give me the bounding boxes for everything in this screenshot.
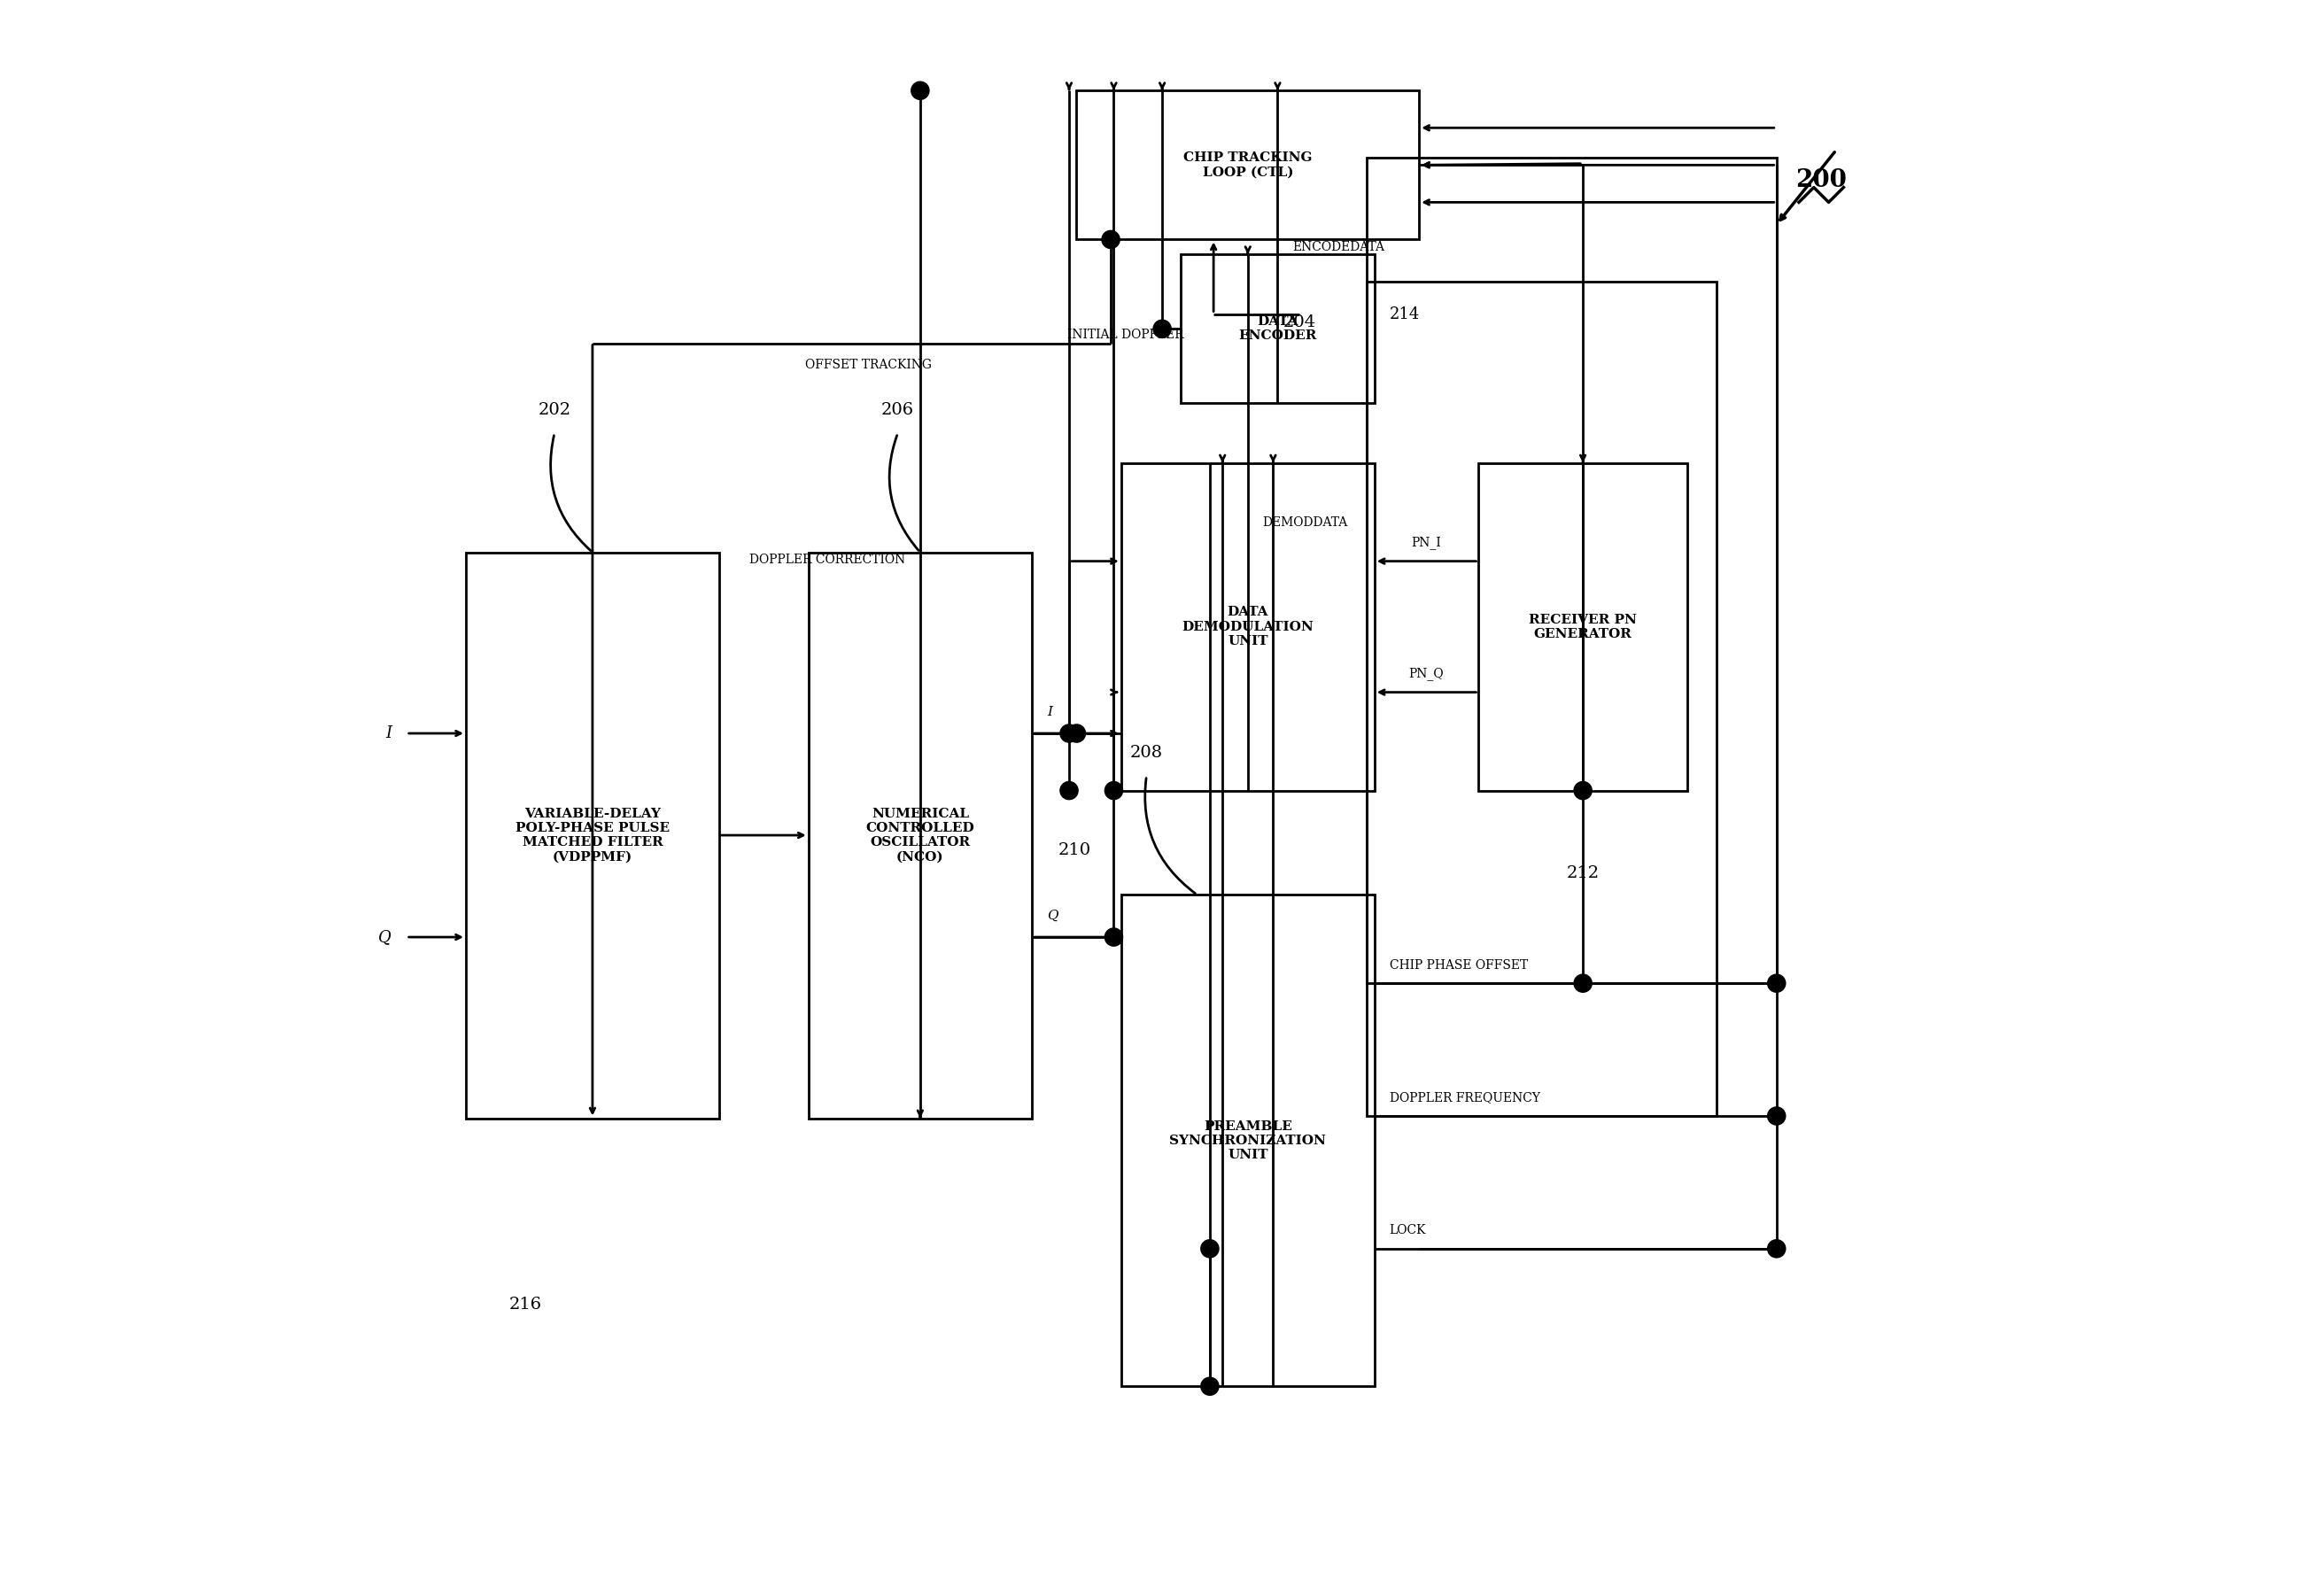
Circle shape — [1061, 725, 1077, 742]
Text: I: I — [384, 726, 391, 741]
Text: 202: 202 — [539, 402, 571, 418]
Text: DOPPLER FREQUENCY: DOPPLER FREQUENCY — [1390, 1092, 1540, 1104]
Bar — [1367, 158, 1777, 983]
Text: ENCODEDATA: ENCODEDATA — [1291, 241, 1384, 254]
Circle shape — [1768, 1108, 1786, 1125]
FancyBboxPatch shape — [808, 552, 1031, 1119]
Text: DATA
DEMODULATION
UNIT: DATA DEMODULATION UNIT — [1181, 606, 1314, 648]
Text: RECEIVER PN
GENERATOR: RECEIVER PN GENERATOR — [1529, 613, 1637, 640]
Text: OFFSET TRACKING: OFFSET TRACKING — [806, 359, 932, 370]
FancyBboxPatch shape — [1121, 463, 1374, 790]
Text: I: I — [1047, 705, 1052, 718]
Bar — [1367, 281, 1717, 1116]
FancyBboxPatch shape — [1077, 91, 1418, 239]
Circle shape — [1575, 974, 1593, 993]
FancyBboxPatch shape — [1121, 895, 1374, 1387]
Circle shape — [1068, 725, 1087, 742]
Circle shape — [1153, 319, 1172, 338]
Text: DEMODDATA: DEMODDATA — [1264, 516, 1349, 528]
Text: NUMERICAL
CONTROLLED
OSCILLATOR
(NCO): NUMERICAL CONTROLLED OSCILLATOR (NCO) — [866, 808, 974, 863]
Circle shape — [1105, 929, 1123, 946]
FancyBboxPatch shape — [1181, 254, 1374, 404]
Text: Q: Q — [378, 929, 391, 945]
Circle shape — [912, 81, 930, 99]
FancyBboxPatch shape — [465, 552, 718, 1119]
Text: INITIAL DOPPLER: INITIAL DOPPLER — [1068, 329, 1183, 342]
Circle shape — [1768, 1240, 1786, 1258]
Text: LOCK: LOCK — [1390, 1224, 1425, 1237]
Circle shape — [1105, 782, 1123, 800]
Text: DOPPLER CORRECTION: DOPPLER CORRECTION — [748, 554, 905, 567]
Circle shape — [1575, 782, 1593, 800]
Circle shape — [1103, 230, 1119, 249]
Text: PN_I: PN_I — [1411, 536, 1441, 549]
Text: 206: 206 — [882, 402, 914, 418]
Text: 212: 212 — [1565, 865, 1600, 881]
Text: PREAMBLE
SYNCHRONIZATION
UNIT: PREAMBLE SYNCHRONIZATION UNIT — [1169, 1120, 1326, 1160]
Text: DATA
ENCODER: DATA ENCODER — [1238, 316, 1317, 342]
Text: 210: 210 — [1059, 843, 1091, 859]
Text: Q: Q — [1047, 910, 1059, 922]
Text: CHIP PHASE OFFSET: CHIP PHASE OFFSET — [1390, 959, 1529, 972]
Circle shape — [1061, 782, 1077, 800]
Circle shape — [1202, 1377, 1218, 1395]
Text: CHIP TRACKING
LOOP (CTL): CHIP TRACKING LOOP (CTL) — [1183, 152, 1312, 179]
Text: 214: 214 — [1390, 306, 1420, 322]
Text: PN_Q: PN_Q — [1409, 667, 1443, 680]
Text: VARIABLE-DELAY
POLY-PHASE PULSE
MATCHED FILTER
(VDPPMF): VARIABLE-DELAY POLY-PHASE PULSE MATCHED … — [516, 808, 670, 863]
Text: 200: 200 — [1796, 168, 1846, 192]
Text: 216: 216 — [509, 1298, 541, 1314]
Circle shape — [1768, 974, 1786, 993]
FancyBboxPatch shape — [1478, 463, 1687, 790]
Text: 204: 204 — [1282, 314, 1317, 330]
Text: 208: 208 — [1130, 745, 1163, 761]
Circle shape — [1202, 1240, 1218, 1258]
